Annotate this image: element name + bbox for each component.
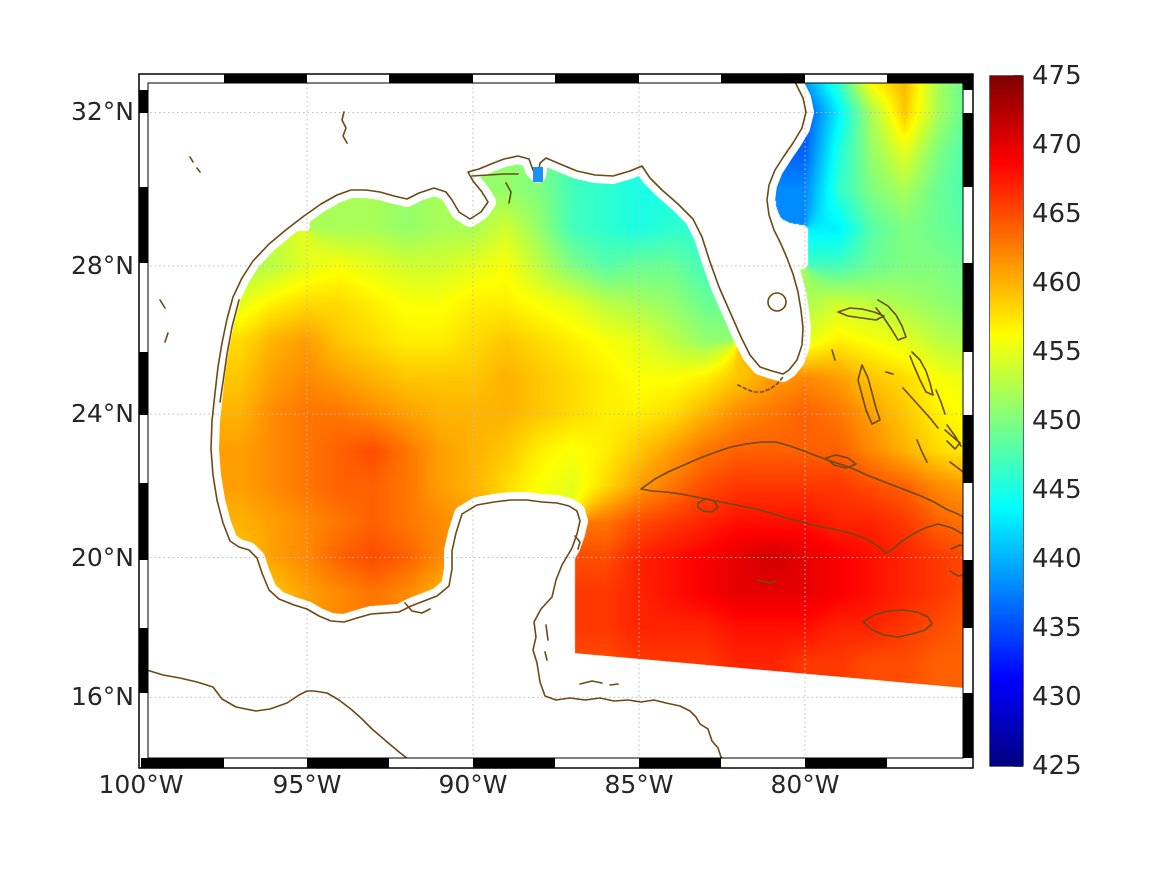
colorbar-tick-label: 425 [1032, 751, 1082, 781]
colorbar-tick-label: 465 [1032, 199, 1082, 229]
cuba-coastline [640, 441, 964, 554]
graticule-gridlines [141, 83, 963, 758]
mississippi-barrier-islands [471, 173, 519, 204]
lon-tick-label: 95°W [272, 770, 342, 799]
frame-segment [963, 693, 973, 758]
frame-segment [139, 352, 148, 415]
lat-tick-label: 16°N [70, 682, 134, 712]
lat-tick-label: 32°N [70, 97, 134, 127]
frame-segment [963, 74, 973, 90]
texas-barrier-islands [219, 299, 240, 403]
frame-segment [963, 560, 973, 628]
lat-tick-label: 20°N [70, 542, 134, 572]
cayman-islands [756, 579, 777, 584]
frame-segment [139, 628, 148, 693]
colorbar-tick-label: 430 [1032, 682, 1082, 712]
colorbar-tick-label: 470 [1032, 130, 1082, 160]
colorbar-tick-label: 435 [1032, 613, 1082, 643]
colorbar-tick-label: 440 [1032, 544, 1082, 574]
frame-outer-border [138, 73, 974, 769]
zebra-frame [138, 73, 974, 769]
haiti-capes [949, 544, 964, 577]
frame-segment [141, 758, 224, 768]
colorbar-gradient [990, 76, 1023, 766]
lat-tick-label: 28°N [70, 251, 134, 281]
frame-segment [473, 758, 555, 768]
jamaica-coastline [862, 609, 933, 638]
frame-segment [555, 74, 639, 83]
frame-segment [139, 90, 148, 113]
frame-segment [963, 113, 973, 187]
colorbar-tick-label: 455 [1032, 337, 1082, 367]
colorbar-tick-label: 460 [1032, 268, 1082, 298]
lon-tick-label: 100°W [98, 770, 184, 799]
bahamas-islands [825, 299, 964, 473]
frame-segment [721, 74, 805, 83]
frame-segment [389, 74, 473, 83]
frame-segment [139, 187, 148, 263]
colorbar-tick-label: 475 [1032, 61, 1082, 91]
honduras-islands [579, 680, 619, 686]
frame-segment [963, 263, 973, 352]
inland-lakes [159, 111, 581, 661]
frame-segment [639, 758, 721, 768]
lake-okeechobee [767, 292, 787, 312]
isla-de-la-juventud [697, 498, 719, 513]
lon-tick-label: 90°W [438, 770, 508, 799]
pacific-coastline [138, 666, 419, 769]
station-marker [533, 167, 543, 182]
mainland-coastline [210, 73, 807, 769]
frame-segment [805, 758, 887, 768]
frame-inner-border [147, 82, 964, 759]
frame-segment [139, 483, 148, 560]
lon-tick-label: 85°W [604, 770, 674, 799]
lon-tick-label: 80°W [770, 770, 840, 799]
frame-segment [307, 758, 389, 768]
colorbar-tick-label: 445 [1032, 475, 1082, 505]
frame-segment [963, 415, 973, 483]
frame-segment [224, 74, 307, 83]
frame-segment [887, 74, 963, 83]
lat-tick-label: 24°N [70, 399, 134, 429]
no-data-mask [540, 650, 965, 768]
coastlines [138, 73, 964, 769]
florida-keys [737, 376, 784, 393]
colorbar-tick-label: 450 [1032, 406, 1082, 436]
